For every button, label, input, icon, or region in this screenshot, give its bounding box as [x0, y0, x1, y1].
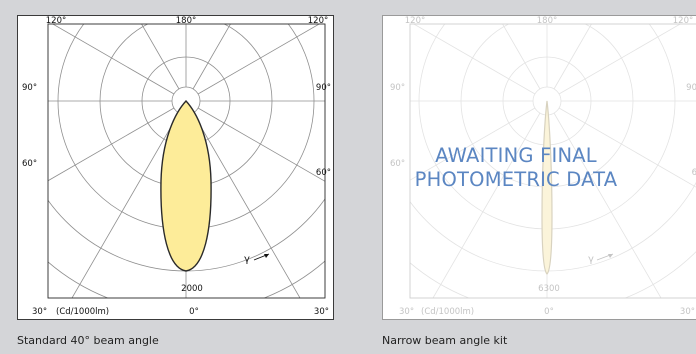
overlay-line-1: AWAITING FINAL: [435, 144, 597, 167]
angle-label-top-right: 120°: [308, 16, 328, 26]
angle-label-top-center: 180°: [537, 16, 557, 26]
angle-label-bottom-left: 30°: [399, 307, 414, 317]
gamma-arrow-icon: [596, 253, 614, 261]
angle-label-low-left: 60°: [22, 159, 37, 169]
plot-frame: [409, 23, 696, 299]
angle-label-low-left: 60°: [390, 159, 405, 169]
angle-label-bottom-right: 30°: [314, 307, 329, 317]
unit-label: (Cd/1000lm): [56, 307, 109, 317]
scale-value: 6300: [538, 284, 560, 294]
angle-label-top-center: 180°: [176, 16, 196, 26]
caption-standard-beam: Standard 40° beam angle: [17, 334, 159, 347]
gamma-symbol: γ: [244, 254, 250, 265]
angle-label-mid-left: 90°: [22, 83, 37, 93]
overlay-line-2: PHOTOMETRIC DATA: [414, 168, 618, 191]
awaiting-data-overlay: AWAITING FINAL PHOTOMETRIC DATA: [383, 144, 696, 192]
angle-label-bottom-left: 30°: [32, 307, 47, 317]
angle-label-mid-left: 90°: [390, 83, 405, 93]
beam-distribution-curve: [541, 100, 553, 275]
scale-value: 2000: [181, 284, 203, 294]
angle-label-low-right: 60°: [316, 168, 331, 178]
angle-label-mid-right: 90: [686, 83, 696, 93]
caption-narrow-beam: Narrow beam angle kit: [382, 334, 508, 347]
polar-diagram-narrow: 120° 180° 120° 90° 90 60° 6 30° (Cd/1000…: [382, 15, 696, 320]
gamma-symbol: γ: [588, 254, 594, 265]
unit-label: (Cd/1000lm): [421, 307, 474, 317]
beam-distribution-curve: [160, 99, 212, 272]
polar-chart-standard: 120° 180° 120° 90° 90° 60° 60° 30° (Cd/1…: [22, 16, 331, 317]
angle-label-bottom-center: 0°: [544, 307, 554, 317]
angle-label-top-left: 120°: [46, 16, 66, 26]
angle-label-bottom-center: 0°: [189, 307, 199, 317]
angle-label-mid-right: 90°: [316, 83, 331, 93]
plot-frame: [47, 23, 326, 299]
angle-label-bottom-right: 30°: [680, 307, 695, 317]
gamma-arrow-icon: [253, 253, 270, 261]
polar-chart-narrow: 120° 180° 120° 90° 90 60° 6 30° (Cd/1000…: [390, 16, 696, 317]
angle-label-top-left: 120°: [405, 16, 425, 26]
angle-label-top-right: 120°: [673, 16, 693, 26]
polar-diagram-standard: 120° 180° 120° 90° 90° 60° 60° 30° (Cd/1…: [17, 15, 334, 320]
angle-label-low-right: 6: [692, 168, 696, 178]
